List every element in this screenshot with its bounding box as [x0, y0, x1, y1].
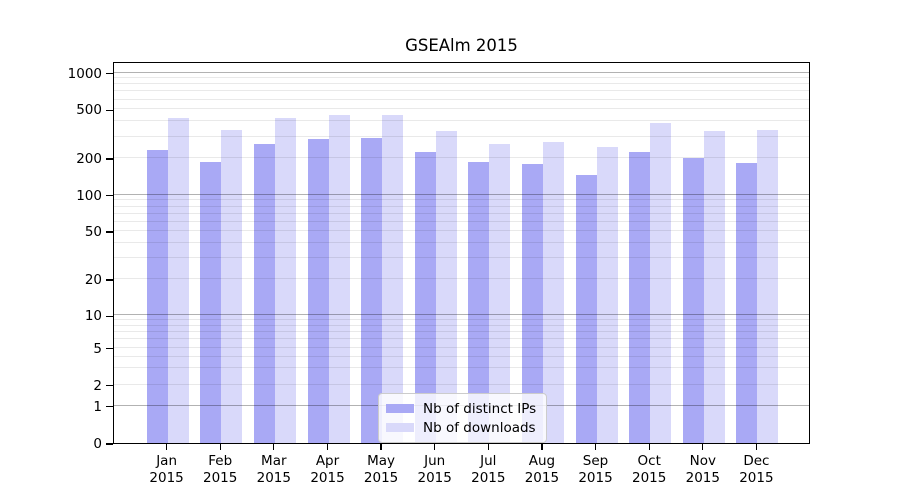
- y-tick-label: 5: [93, 340, 102, 357]
- y-tick-label: 20: [84, 272, 102, 289]
- bar-distinct-ips-may: [361, 138, 383, 443]
- minor-gridline: [114, 83, 809, 85]
- legend-label: Nb of downloads: [423, 419, 536, 436]
- minor-gridline: [114, 108, 809, 110]
- y-tick-mark: [106, 231, 113, 233]
- y-tick-label: 50: [84, 224, 102, 241]
- bar-downloads-oct: [650, 122, 672, 443]
- y-tick-mark: [106, 443, 113, 445]
- y-tick-mark: [106, 72, 113, 75]
- minor-gridline: [114, 77, 809, 79]
- bar-distinct-ips-jan: [146, 150, 168, 443]
- x-tick-mark: [380, 444, 382, 450]
- y-tick-mark: [106, 195, 113, 197]
- bar-downloads-nov: [703, 131, 725, 443]
- legend: Nb of distinct IPs Nb of downloads: [378, 393, 548, 443]
- major-gridline: [114, 71, 809, 73]
- bar-downloads-jun: [435, 130, 457, 443]
- bar-distinct-ips-sep: [575, 175, 597, 443]
- y-tick-label: 200: [76, 151, 102, 167]
- y-tick-label: 100: [76, 187, 102, 204]
- x-tick-label-mar: Mar 2015: [256, 453, 291, 486]
- bar-distinct-ips-jul: [468, 162, 490, 443]
- bar-distinct-ips-dec: [736, 162, 758, 443]
- bar-downloads-jan: [167, 117, 189, 443]
- bar-downloads-apr: [328, 114, 350, 443]
- x-tick-label-may: May 2015: [363, 453, 399, 486]
- y-tick-mark: [106, 406, 113, 408]
- x-tick-label-oct: Oct 2015: [632, 453, 667, 486]
- x-tick-label-dec: Dec 2015: [739, 453, 774, 486]
- y-tick-mark: [106, 158, 113, 160]
- bar-distinct-ips-jun: [414, 151, 436, 443]
- bar-downloads-dec: [757, 129, 779, 443]
- bar-downloads-may: [382, 115, 404, 443]
- bar-distinct-ips-mar: [253, 144, 275, 443]
- y-tick-mark: [106, 109, 113, 111]
- x-tick-label-apr: Apr 2015: [310, 453, 345, 486]
- bar-distinct-ips-oct: [629, 152, 651, 443]
- legend-item-downloads: Nb of downloads: [386, 418, 536, 437]
- x-tick-label-jun: Jun 2015: [417, 453, 452, 486]
- y-tick-label: 2: [93, 377, 102, 394]
- y-tick-label: 1: [93, 398, 102, 415]
- x-tick-mark: [273, 444, 275, 450]
- x-tick-mark: [541, 444, 543, 450]
- x-tick-label-jul: Jul 2015: [471, 453, 506, 486]
- x-tick-mark: [648, 444, 650, 450]
- minor-gridline: [114, 98, 809, 100]
- bar-downloads-feb: [221, 129, 243, 443]
- y-tick-mark: [106, 384, 113, 387]
- chart-title: GSEAlm 2015: [405, 36, 518, 55]
- x-tick-mark: [219, 444, 221, 450]
- y-tick-mark: [106, 279, 113, 281]
- x-tick-mark: [434, 444, 436, 450]
- x-tick-mark: [702, 444, 704, 450]
- x-tick-mark: [594, 444, 597, 450]
- minor-gridline: [114, 120, 809, 122]
- x-tick-label-feb: Feb 2015: [203, 453, 238, 486]
- y-tick-label: 0: [93, 436, 102, 452]
- y-tick-label: 10: [84, 308, 102, 325]
- bar-distinct-ips-aug: [521, 164, 543, 443]
- x-tick-label-nov: Nov 2015: [685, 453, 720, 486]
- bar-downloads-sep: [596, 147, 618, 443]
- bar-distinct-ips-nov: [682, 157, 704, 443]
- legend-item-distinct-ips: Nb of distinct IPs: [386, 399, 536, 418]
- bar-downloads-jul: [489, 144, 511, 443]
- x-tick-label-aug: Aug 2015: [524, 453, 560, 486]
- y-tick-mark: [106, 347, 113, 350]
- x-tick-mark: [326, 444, 329, 450]
- x-tick-mark: [487, 444, 489, 450]
- bar-downloads-aug: [542, 142, 564, 443]
- x-tick-label-jan: Jan 2015: [149, 453, 184, 486]
- x-tick-mark: [755, 444, 758, 450]
- y-tick-label: 500: [76, 102, 102, 119]
- plot-area: Nb of distinct IPs Nb of downloads: [113, 62, 810, 444]
- legend-label: Nb of distinct IPs: [423, 400, 537, 417]
- y-tick-label: 1000: [67, 65, 102, 82]
- x-tick-label-sep: Sep 2015: [578, 453, 613, 486]
- bar-distinct-ips-feb: [200, 162, 222, 443]
- x-tick-mark: [165, 444, 168, 450]
- legend-swatch-distinct-ips: [386, 404, 414, 413]
- y-tick-mark: [106, 315, 113, 318]
- bar-downloads-mar: [274, 118, 296, 443]
- legend-swatch-downloads: [386, 423, 414, 432]
- minor-gridline: [114, 90, 809, 92]
- bar-distinct-ips-apr: [307, 138, 329, 443]
